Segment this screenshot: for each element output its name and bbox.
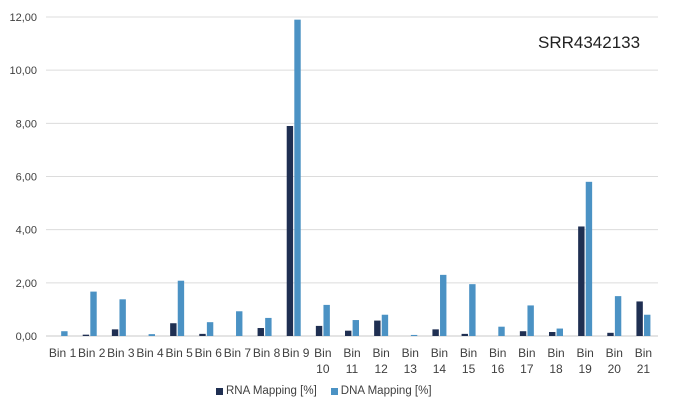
- x-tick-label-line2: 20: [608, 362, 622, 376]
- bar-dna: [148, 334, 155, 336]
- bar-rna: [170, 323, 177, 336]
- y-tick-label: 8,00: [16, 118, 37, 130]
- bar-dna: [585, 181, 593, 336]
- bar-dna: [323, 304, 330, 336]
- bar-dna: [236, 311, 243, 336]
- bar-dna: [527, 305, 534, 336]
- x-tick-label-line1: Bin: [431, 346, 448, 360]
- bar-rna: [461, 333, 468, 336]
- bar-rna: [549, 332, 556, 336]
- x-tick-label-line1: Bin: [606, 346, 623, 360]
- x-tick-label: Bin 3: [107, 346, 135, 360]
- x-tick-label-line1: Bin: [460, 346, 477, 360]
- chart-legend: RNA Mapping [%] DNA Mapping [%]: [216, 385, 432, 397]
- legend-label-dna: DNA Mapping [%]: [340, 385, 432, 397]
- bar-rna: [432, 329, 439, 336]
- x-tick-label-line1: Bin: [314, 346, 331, 360]
- x-tick-label: Bin 6: [195, 346, 223, 360]
- bar-rna: [519, 331, 527, 336]
- bar-dna: [265, 317, 272, 336]
- x-tick-label-line2: 16: [491, 362, 505, 376]
- x-tick-label-line1: Bin: [372, 346, 389, 360]
- x-tick-label: Bin 9: [282, 346, 310, 360]
- x-tick-label: Bin 7: [224, 346, 252, 360]
- bar-rna: [345, 330, 352, 336]
- x-tick-label-line2: 10: [316, 362, 330, 376]
- x-tick-label: Bin 1: [49, 346, 77, 360]
- x-tick-label-line2: 21: [637, 362, 651, 376]
- legend-swatch-rna: [216, 387, 223, 395]
- bar-dna: [381, 314, 389, 336]
- x-tick-label: Bin 4: [136, 346, 164, 360]
- x-tick-label-line2: 15: [462, 362, 476, 376]
- x-tick-label: Bin 8: [253, 346, 281, 360]
- bar-dna: [498, 326, 505, 336]
- y-tick-label: 12,00: [9, 12, 37, 24]
- x-tick-label-line2: 19: [578, 362, 592, 376]
- legend-label-rna: RNA Mapping [%]: [226, 385, 317, 397]
- x-tick-label-line1: Bin: [576, 346, 593, 360]
- x-tick-label-line1: Bin: [547, 346, 564, 360]
- bar-rna: [315, 325, 323, 336]
- y-tick-label: 0,00: [16, 331, 37, 343]
- bar-rna: [607, 332, 614, 336]
- bar-rna: [578, 226, 585, 336]
- legend-item-dna: DNA Mapping [%]: [330, 385, 432, 397]
- bar-dna: [352, 320, 359, 336]
- bar-rna: [286, 125, 294, 336]
- x-tick-label-line1: Bin: [489, 346, 506, 360]
- bar-dna: [614, 296, 622, 336]
- x-tick-label-line2: 12: [374, 362, 388, 376]
- bar-dna: [90, 291, 97, 336]
- x-tick-label-line2: 14: [433, 362, 447, 376]
- bar-dna: [644, 314, 651, 336]
- bar-dna: [61, 331, 68, 336]
- bar-dna: [206, 322, 214, 336]
- y-tick-label: 6,00: [16, 172, 37, 184]
- bar-rna: [636, 301, 643, 336]
- y-tick-label: 2,00: [16, 278, 37, 290]
- x-tick-label-line1: Bin: [518, 346, 535, 360]
- x-tick-label-line1: Bin: [343, 346, 360, 360]
- x-tick-label-line2: 17: [520, 362, 534, 376]
- legend-swatch-dna: [330, 387, 338, 395]
- bar-dna: [556, 328, 563, 336]
- bar-rna: [257, 328, 264, 336]
- bar-dna: [294, 19, 301, 337]
- bar-dna: [177, 280, 185, 336]
- chart-title: SRR4342133: [538, 33, 641, 52]
- y-tick-label: 4,00: [16, 225, 37, 237]
- x-tick-label-line2: 18: [549, 362, 563, 376]
- bar-dna: [119, 299, 126, 336]
- bar-rna: [82, 334, 90, 336]
- bar-rna: [199, 333, 206, 336]
- x-tick-label-line1: Bin: [402, 346, 419, 360]
- x-tick-label-line2: 11: [346, 362, 359, 376]
- bar-dna: [440, 274, 447, 336]
- x-tick-label-line1: Bin: [635, 346, 652, 360]
- legend-item-rna: RNA Mapping [%]: [216, 385, 317, 397]
- y-tick-label: 10,00: [9, 65, 37, 77]
- bar-dna: [469, 284, 476, 336]
- bar-rna: [111, 329, 119, 336]
- bar-rna: [374, 320, 381, 336]
- x-tick-label: Bin 2: [78, 346, 106, 360]
- bar-dna: [410, 334, 418, 336]
- x-tick-label-line2: 13: [404, 362, 418, 376]
- x-tick-label: Bin 5: [165, 346, 193, 360]
